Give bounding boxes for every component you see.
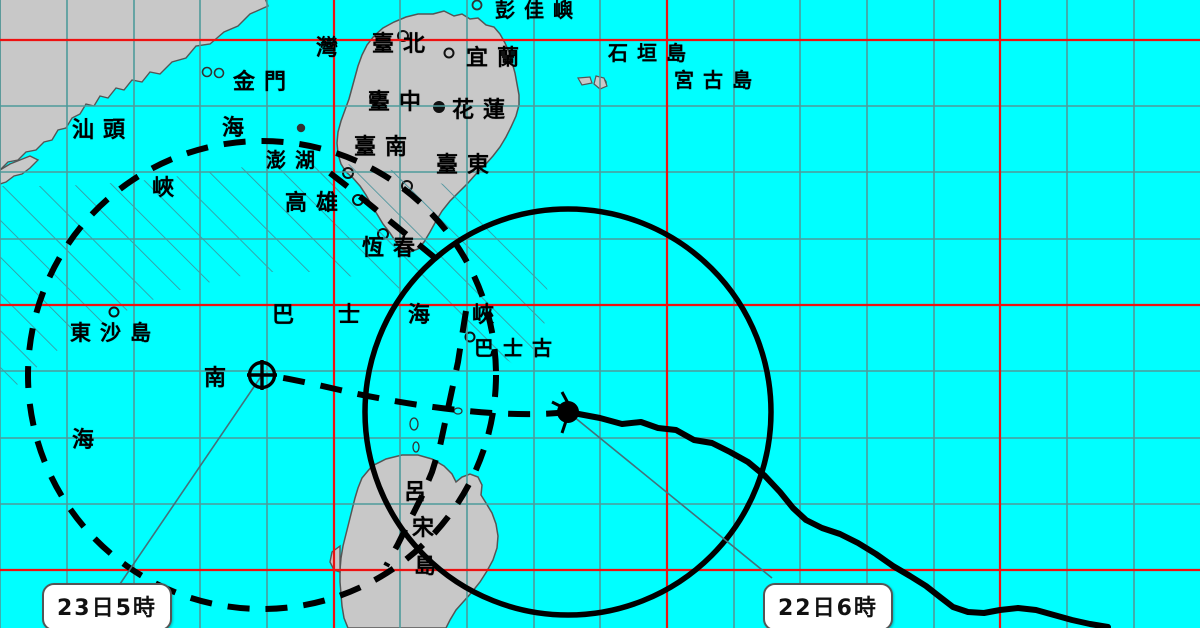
island-batan-small-2 bbox=[412, 441, 420, 453]
city-dot-hualien bbox=[433, 101, 445, 113]
place-label-hualien: 花蓮 bbox=[452, 98, 515, 123]
place-label-bashi-shi: 士 bbox=[338, 303, 363, 328]
current-wind-radius-circle bbox=[362, 206, 774, 618]
forecast-wind-radius-circle bbox=[25, 138, 499, 612]
place-label-taitung: 臺東 bbox=[436, 153, 499, 178]
place-label-taiwan-strait-wan: 灣 bbox=[316, 36, 341, 61]
forecast-cone-boundary bbox=[328, 170, 442, 265]
place-label-taiwan-strait-xia: 峽 bbox=[152, 176, 177, 201]
forecast-cone-boundary-lower bbox=[383, 310, 469, 568]
place-label-basco: 巴士古 bbox=[474, 336, 561, 360]
place-label-luzon-lu: 呂 bbox=[404, 480, 429, 505]
forecast-center-marker[interactable] bbox=[247, 360, 277, 390]
place-label-pengjia-islet: 彭佳嶼 bbox=[495, 0, 582, 22]
place-label-kinmen: 金門 bbox=[233, 70, 296, 95]
place-label-luzon-dao: 島 bbox=[414, 554, 439, 579]
island-shape-iriomote bbox=[577, 76, 593, 86]
place-label-taipei: 臺北 bbox=[372, 32, 435, 57]
current-time-callout[interactable]: 22日6時 bbox=[763, 583, 893, 628]
place-label-taichung: 臺中 bbox=[368, 90, 431, 115]
place-label-south-china-sea-hai: 海 bbox=[72, 428, 97, 453]
island-dot-basco bbox=[464, 331, 476, 343]
forecast-time-callout[interactable]: 23日5時 bbox=[42, 583, 172, 628]
island-batan-small bbox=[409, 417, 419, 431]
place-label-bashi-ba: 巴 bbox=[272, 303, 297, 328]
place-label-miyako: 宮古島 bbox=[674, 68, 761, 92]
place-label-shantou: 汕頭 bbox=[72, 118, 135, 143]
sea-warning-area bbox=[0, 162, 548, 402]
place-label-south-china-sea-nan: 南 bbox=[204, 366, 229, 391]
place-label-luzon-song: 宋 bbox=[412, 516, 437, 541]
island-dot-kinmen-a bbox=[201, 66, 213, 78]
place-label-tainan: 臺南 bbox=[354, 135, 417, 160]
island-dot-penghu bbox=[296, 123, 306, 133]
island-dot-pengjia bbox=[471, 0, 483, 11]
island-dot-kinmen-b bbox=[213, 67, 225, 79]
place-label-bashi-xia: 峽 bbox=[472, 303, 497, 328]
current-callout-leader bbox=[567, 411, 773, 579]
landmass-china-coast-lower bbox=[0, 155, 40, 185]
place-label-bashi-hai: 海 bbox=[408, 303, 433, 328]
forecast-track-path bbox=[271, 373, 569, 418]
place-label-dongsha-island: 東沙島 bbox=[70, 321, 160, 345]
place-label-yilan: 宜蘭 bbox=[466, 46, 529, 71]
place-label-penghu: 澎湖 bbox=[266, 148, 324, 172]
city-dot-keelung bbox=[443, 47, 455, 59]
forecast-callout-leader bbox=[119, 374, 263, 585]
place-label-kaohsiung: 高雄 bbox=[285, 191, 348, 216]
current-center-marker[interactable] bbox=[551, 391, 579, 434]
place-label-hengchun: 恆春 bbox=[362, 236, 425, 261]
place-label-ishigaki: 石垣島 bbox=[608, 41, 695, 65]
past-track-path bbox=[565, 409, 1111, 628]
place-label-taiwan-strait-hai: 海 bbox=[222, 116, 247, 141]
city-dot-taichung bbox=[369, 91, 381, 103]
